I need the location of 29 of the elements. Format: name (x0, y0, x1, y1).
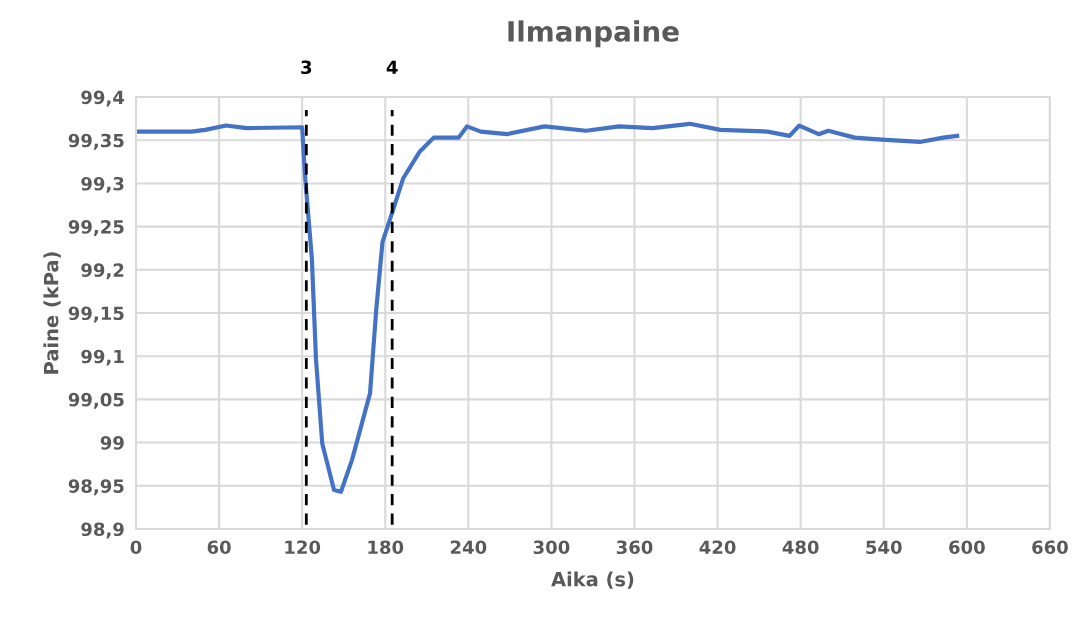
text: 3 (301, 60, 312, 75)
x-tick-label: 240 (450, 540, 487, 555)
chart-title: Ilmanpaine (508, 20, 679, 48)
y-tick-label: 99,2 (81, 263, 124, 280)
y-tick-label: 99,1 (81, 349, 124, 366)
x-tick-label: 600 (949, 540, 985, 555)
x-tick-label: 540 (866, 540, 902, 555)
x-tick-label: 660 (1032, 540, 1068, 555)
x-tick-label: 0 (130, 540, 142, 555)
text: 4 (386, 60, 398, 74)
y-tick-label: 99,15 (68, 306, 124, 323)
x-axis-title: Aika (s) (551, 571, 634, 589)
x-tick-label: 120 (285, 540, 321, 555)
x-tick-label: 360 (616, 540, 653, 555)
x-tick-label: 180 (368, 540, 404, 555)
y-tick-label: 99,05 (68, 392, 124, 409)
line-series (136, 121, 960, 494)
y-tick-label: 99 (100, 436, 124, 450)
y-tick-label: 98,95 (68, 479, 124, 496)
y-tick-label: 98,9 (81, 522, 124, 539)
y-tick-label: 99,25 (68, 220, 124, 237)
y-axis-title: Paine (kPa) (43, 252, 61, 374)
y-tick-label: 99,3 (81, 176, 124, 193)
x-tick-label: 420 (699, 540, 736, 555)
x-tick-label: 480 (782, 540, 819, 555)
y-tick-label: 99,4 (81, 90, 125, 107)
x-tick-label: 60 (207, 540, 231, 555)
x-tick-label: 300 (533, 540, 570, 555)
y-tick-label: 99,35 (68, 133, 124, 150)
